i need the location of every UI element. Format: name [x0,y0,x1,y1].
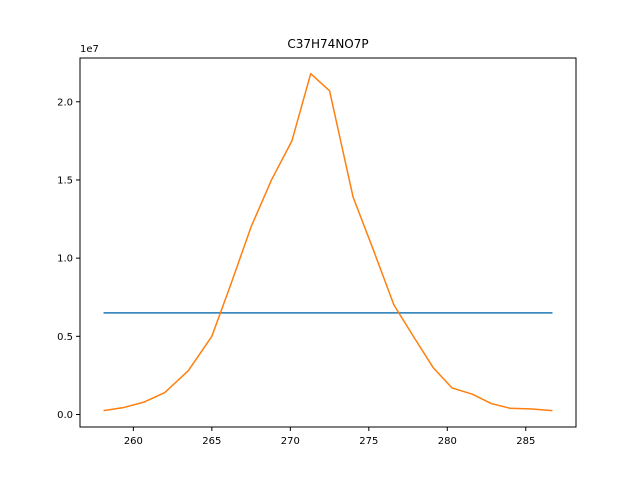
y-offset-label: 1e7 [80,44,99,55]
x-tick-label: 265 [202,436,221,447]
y-tick-label: 2.0 [57,97,73,108]
x-tick-label: 280 [438,436,457,447]
x-tick-label: 270 [281,436,300,447]
series-layer [103,72,553,412]
x-tick-label: 275 [359,436,378,447]
plot-frame [79,57,577,428]
y-tick-label: 1.0 [57,254,73,265]
y-tick-label: 0.0 [57,410,73,421]
y-tick-label: 0.5 [57,332,73,343]
x-tick-label: 285 [516,436,535,447]
y-axis: 0.0 0.5 1.0 1.5 2.0 [57,97,80,421]
x-axis: 260 265 270 275 280 285 [124,427,535,447]
y-tick-label: 1.5 [57,175,73,186]
chart-title: C37H74NO7P [287,37,368,51]
series-line-2 [103,72,553,412]
x-tick-label: 260 [124,436,143,447]
